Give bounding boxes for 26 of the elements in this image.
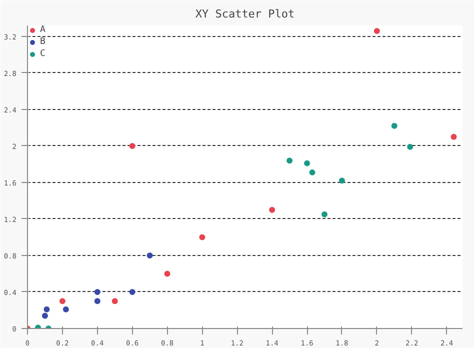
point [450, 134, 457, 140]
point [112, 298, 118, 304]
point [321, 211, 328, 218]
point [94, 298, 100, 304]
point [304, 160, 310, 166]
point [129, 142, 136, 149]
point [269, 206, 276, 213]
point [94, 289, 100, 295]
point [44, 306, 50, 312]
point [129, 289, 136, 295]
legend-label: B [40, 37, 46, 47]
legend-label: A [40, 25, 46, 35]
point [391, 122, 398, 129]
point [164, 270, 170, 277]
legend-label: C [40, 49, 46, 59]
point [309, 169, 316, 176]
point [286, 158, 293, 164]
point [374, 28, 380, 34]
chart-title: XY Scatter Plot [195, 8, 295, 20]
point [338, 178, 345, 184]
point [59, 298, 66, 304]
point [407, 144, 414, 150]
point [62, 306, 69, 312]
point [146, 252, 153, 258]
point [42, 312, 48, 319]
point [199, 234, 206, 240]
